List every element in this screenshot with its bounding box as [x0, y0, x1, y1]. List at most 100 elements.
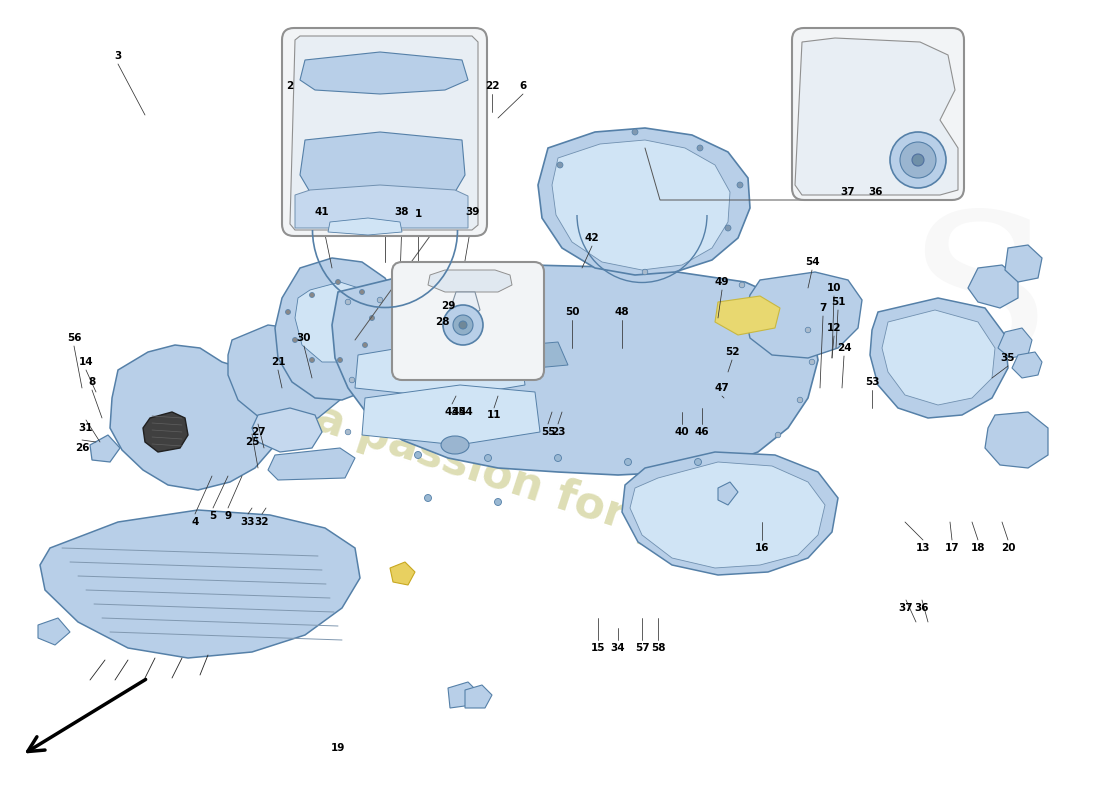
Text: 1: 1: [415, 209, 421, 219]
Circle shape: [557, 162, 563, 168]
Circle shape: [495, 498, 502, 506]
Circle shape: [554, 454, 561, 462]
Polygon shape: [40, 510, 360, 658]
Polygon shape: [355, 340, 525, 398]
Text: a passion for parts: a passion for parts: [309, 397, 771, 583]
Polygon shape: [300, 52, 468, 94]
Text: 35: 35: [1001, 353, 1015, 363]
Text: 40: 40: [674, 427, 690, 437]
Polygon shape: [998, 328, 1032, 358]
Polygon shape: [328, 218, 402, 235]
Polygon shape: [538, 128, 750, 275]
Polygon shape: [390, 562, 415, 585]
Circle shape: [459, 321, 468, 329]
Text: 7: 7: [820, 303, 827, 313]
Text: 49: 49: [715, 277, 729, 287]
Circle shape: [412, 292, 418, 298]
Polygon shape: [143, 412, 188, 452]
Circle shape: [286, 310, 290, 314]
Polygon shape: [39, 618, 70, 645]
Circle shape: [697, 145, 703, 151]
Text: 57: 57: [635, 643, 649, 653]
Polygon shape: [448, 682, 478, 708]
Text: 41: 41: [315, 207, 329, 217]
Circle shape: [737, 182, 742, 188]
Circle shape: [912, 154, 924, 166]
Text: 24: 24: [837, 343, 851, 353]
Polygon shape: [715, 296, 780, 335]
Text: 31: 31: [79, 423, 94, 433]
Text: 29: 29: [441, 301, 455, 311]
Polygon shape: [428, 270, 512, 292]
Circle shape: [425, 494, 431, 502]
Circle shape: [345, 429, 351, 435]
Text: 34: 34: [610, 643, 625, 653]
Text: 48: 48: [615, 307, 629, 317]
Text: 15: 15: [591, 643, 605, 653]
Text: 3: 3: [114, 51, 122, 61]
Polygon shape: [252, 408, 322, 452]
Text: 11: 11: [486, 410, 502, 420]
Text: 42: 42: [585, 233, 600, 243]
FancyBboxPatch shape: [392, 262, 544, 380]
Text: 14: 14: [79, 357, 94, 367]
Text: 16: 16: [755, 543, 769, 553]
Text: 5: 5: [209, 511, 217, 521]
Polygon shape: [745, 272, 862, 358]
Text: 51: 51: [830, 297, 845, 307]
Text: 8: 8: [88, 377, 96, 387]
Circle shape: [642, 269, 648, 274]
Circle shape: [449, 292, 454, 298]
Polygon shape: [984, 412, 1048, 468]
Ellipse shape: [441, 436, 469, 454]
Text: 39: 39: [465, 207, 480, 217]
Text: 38: 38: [395, 207, 409, 217]
Circle shape: [309, 293, 315, 298]
Circle shape: [360, 290, 364, 294]
Circle shape: [345, 299, 351, 305]
Text: 22: 22: [485, 81, 499, 91]
Circle shape: [632, 129, 638, 135]
Circle shape: [810, 359, 815, 365]
Text: 17: 17: [945, 543, 959, 553]
Circle shape: [725, 225, 732, 231]
Text: 36: 36: [869, 187, 883, 197]
Text: 32: 32: [255, 517, 270, 527]
Circle shape: [625, 458, 631, 466]
Text: 26: 26: [75, 443, 89, 453]
Polygon shape: [795, 38, 958, 195]
Text: 36: 36: [915, 603, 930, 613]
Text: 58: 58: [651, 643, 666, 653]
Polygon shape: [465, 685, 492, 708]
Text: 52: 52: [725, 347, 739, 357]
FancyBboxPatch shape: [792, 28, 964, 200]
Polygon shape: [490, 342, 568, 372]
Circle shape: [527, 267, 532, 273]
Circle shape: [415, 451, 421, 458]
Circle shape: [336, 279, 341, 285]
Circle shape: [890, 132, 946, 188]
Polygon shape: [1012, 352, 1042, 378]
Polygon shape: [552, 140, 730, 270]
Polygon shape: [968, 265, 1018, 308]
Circle shape: [484, 454, 492, 462]
Polygon shape: [110, 345, 280, 490]
Text: 27: 27: [251, 427, 265, 437]
Text: 4: 4: [191, 517, 199, 527]
Polygon shape: [1005, 245, 1042, 282]
Circle shape: [443, 305, 483, 345]
Text: s: s: [909, 146, 1052, 414]
Text: 33: 33: [241, 517, 255, 527]
Polygon shape: [621, 452, 838, 575]
Text: 10: 10: [827, 283, 842, 293]
Text: 50: 50: [564, 307, 580, 317]
Polygon shape: [268, 448, 355, 480]
Text: 30: 30: [297, 333, 311, 343]
Circle shape: [370, 315, 374, 321]
Circle shape: [338, 358, 342, 362]
Text: 37: 37: [899, 603, 913, 613]
Text: 21: 21: [271, 357, 285, 367]
Circle shape: [349, 378, 355, 383]
Circle shape: [417, 275, 422, 281]
Polygon shape: [300, 132, 465, 198]
